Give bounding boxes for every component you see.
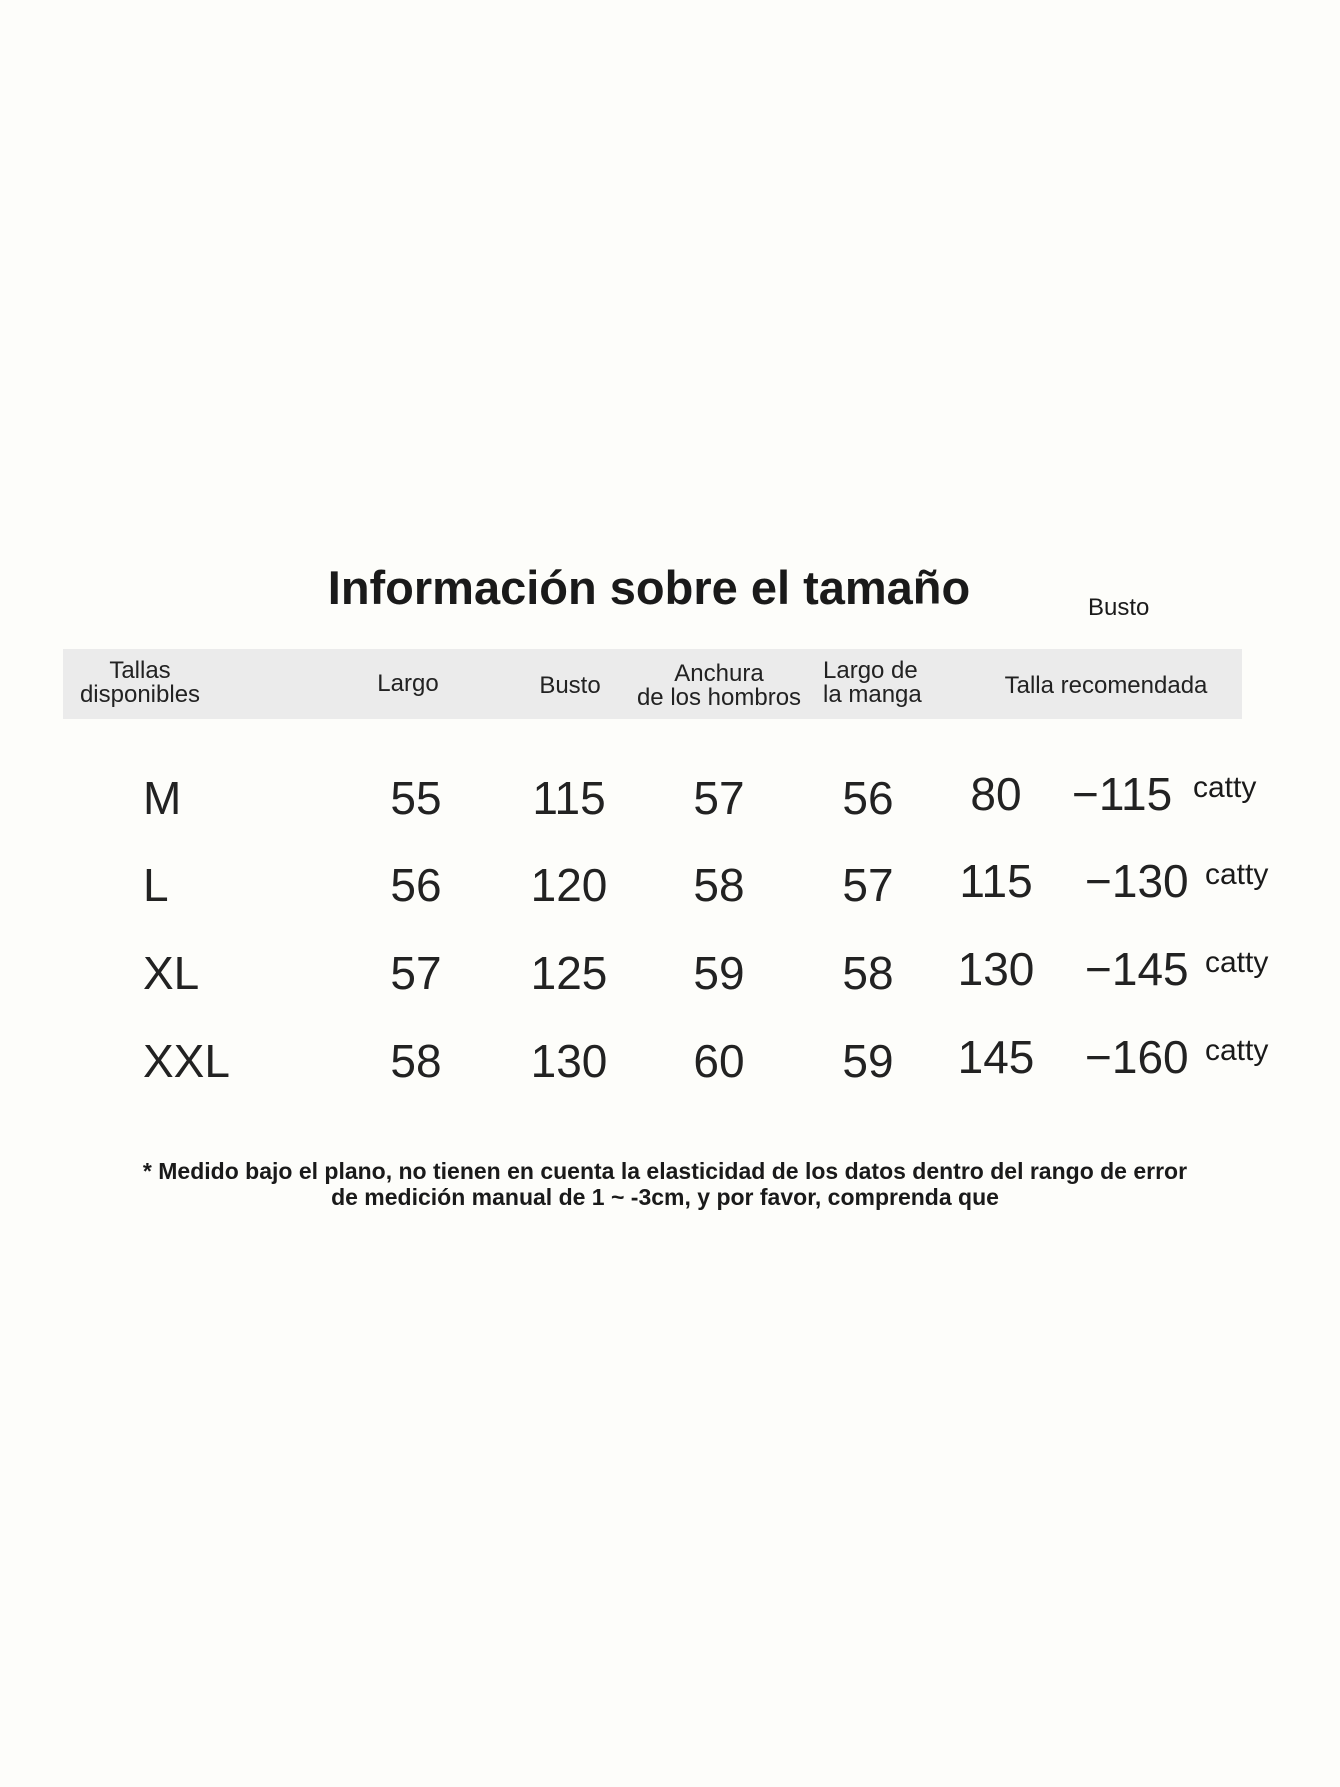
cell-busto: 120 xyxy=(530,859,608,911)
header-line: la manga xyxy=(823,681,922,708)
cell-unit: catty xyxy=(1205,1034,1269,1067)
cell-rec-to: −160 xyxy=(1085,1031,1189,1083)
page-title: Información sobre el tamaño xyxy=(327,561,971,614)
header-manga: Largo de la manga xyxy=(823,659,922,707)
cell-size: XL xyxy=(143,947,200,999)
cell-rec-from: 115 xyxy=(959,855,1033,907)
header-line: Anchura xyxy=(674,660,764,687)
cell-rec-from: 80 xyxy=(970,768,1022,820)
cell-size: L xyxy=(143,859,169,911)
header-line: Largo de xyxy=(823,657,918,684)
cell-largo: 55 xyxy=(390,772,442,824)
cell-unit: catty xyxy=(1205,946,1269,979)
cell-largo: 58 xyxy=(390,1035,442,1087)
cell-rec-from: 145 xyxy=(957,1031,1035,1083)
cell-busto: 125 xyxy=(530,947,608,999)
table-header-band xyxy=(63,649,1242,719)
cell-rec-to: −115 xyxy=(1072,768,1173,820)
cell-anchura: 57 xyxy=(693,772,745,824)
header-tallas: Tallas disponibles xyxy=(80,659,200,707)
cell-busto: 115 xyxy=(532,772,606,824)
cell-manga: 58 xyxy=(842,947,894,999)
busto-note: Busto xyxy=(1088,594,1150,621)
cell-anchura: 59 xyxy=(693,947,745,999)
cell-manga: 59 xyxy=(842,1035,894,1087)
cell-anchura: 60 xyxy=(693,1035,745,1087)
cell-largo: 56 xyxy=(390,859,442,911)
header-line: Tallas xyxy=(109,657,171,684)
cell-unit: catty xyxy=(1193,771,1257,804)
cell-rec-to: −145 xyxy=(1085,943,1189,995)
cell-rec-from: 130 xyxy=(957,943,1035,995)
cell-size: XXL xyxy=(143,1035,230,1087)
header-busto: Busto xyxy=(539,672,601,699)
cell-manga: 57 xyxy=(842,859,894,911)
header-line: disponibles xyxy=(79,681,201,708)
footnote-line: * Medido bajo el plano, no tienen en cue… xyxy=(142,1158,1188,1184)
header-line: de los hombros xyxy=(636,684,802,711)
footnote-line: de medición manual de 1 ~ -3cm, y por fa… xyxy=(331,1184,999,1210)
cell-largo: 57 xyxy=(390,947,442,999)
cell-manga: 56 xyxy=(842,772,894,824)
cell-anchura: 58 xyxy=(693,859,745,911)
cell-unit: catty xyxy=(1205,858,1269,891)
cell-rec-to: −130 xyxy=(1085,855,1189,907)
header-anchura: Anchura de los hombros xyxy=(637,662,801,710)
header-talla: Talla recomendada xyxy=(1004,672,1208,699)
cell-size: M xyxy=(143,772,182,824)
cell-busto: 130 xyxy=(530,1035,608,1087)
header-largo: Largo xyxy=(377,670,439,697)
